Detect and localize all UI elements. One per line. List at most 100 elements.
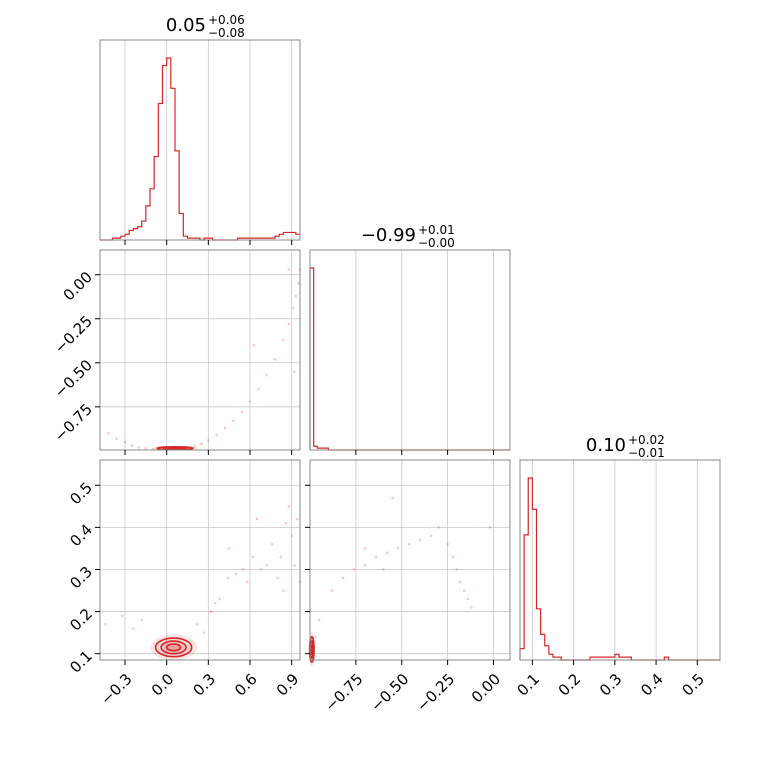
hist-1-bin <box>163 66 167 240</box>
scatter-3-1-sample-point <box>234 572 238 575</box>
scatter-3-1-sample-point <box>241 568 245 571</box>
scatter-2-1-sample-point <box>130 444 134 447</box>
hist-1-bin <box>283 232 287 240</box>
scatter-2-1-sample-point <box>248 400 252 403</box>
scatter-3-1-sample-point <box>218 597 221 601</box>
hist-1-bin <box>292 232 296 240</box>
scatter-3-1-y-tick-label: 0.2 <box>66 605 96 635</box>
hist-1-bin <box>150 189 154 240</box>
scatter-3-1-sample-point <box>293 563 296 567</box>
scatter-2-1-sample-point <box>252 343 256 347</box>
hist-1-bin <box>133 229 137 240</box>
scatter-2-1-sample-point <box>297 282 300 285</box>
hist-3-x-tick-label: 0.4 <box>637 670 667 700</box>
hist-1-bin <box>179 213 183 240</box>
hist-3-title: 0.10 +0.02−0.01 <box>586 433 665 460</box>
scatter-2-1-sample-point <box>207 439 210 442</box>
scatter-3-1-sample-point <box>276 576 280 580</box>
hist-1-bin <box>142 221 146 240</box>
hist-2-title-plus: +0.01 <box>418 223 455 237</box>
hist-1-bin <box>158 104 162 241</box>
hist-3-x-tick-label: 0.1 <box>514 670 544 700</box>
scatter-3-1-sample-point <box>279 555 282 559</box>
scatter-3-1-sample-point <box>132 627 135 630</box>
scatter-3-1-sample-point <box>251 555 255 559</box>
scatter-3-2-sample-point <box>317 618 321 622</box>
scatter-3-1-y-tick-label: 0.3 <box>66 563 96 593</box>
scatter-3-2-sample-point <box>446 542 449 546</box>
scatter-2-1-y-tick-label: −0.50 <box>51 356 96 401</box>
scatter-3-2-contour-level <box>310 644 314 655</box>
scatter-3-2-x-tick-label: −0.25 <box>413 670 458 715</box>
scatter-3-1-sample-point <box>287 505 291 508</box>
scatter-2-1-sample-point <box>287 268 291 271</box>
scatter-3-2-sample-point <box>363 563 367 567</box>
hist-2-title-median: −0.99 <box>361 225 416 246</box>
scatter-3-2-sample-point <box>391 496 394 500</box>
hist-1-bin <box>175 151 179 240</box>
hist-1-bin <box>171 88 175 240</box>
scatter-3-1-sample-point <box>104 622 107 626</box>
hist-2-title: −0.99 +0.01−0.00 <box>361 223 455 250</box>
hist-3-title-plus: +0.02 <box>628 433 665 447</box>
scatter-3-2-sample-point <box>330 589 334 592</box>
scatter-3-1-sample-point <box>227 547 231 550</box>
hist-3-step-line <box>519 477 720 661</box>
panel-frame <box>519 459 721 661</box>
hist-1-bin <box>125 234 129 240</box>
scatter-3-1-sample-point <box>255 517 259 521</box>
scatter-2-1-sample-point <box>287 322 291 326</box>
hist-1-bin <box>138 227 142 240</box>
panel-frame <box>99 39 301 241</box>
scatter-3-2-sample-point <box>451 555 455 559</box>
hist-3-bin <box>615 654 619 660</box>
hist-3-bin <box>549 654 553 660</box>
scatter-3-2-sample-point <box>314 635 317 639</box>
scatter-3-1-sample-point <box>245 580 249 584</box>
scatter-3-2-sample-point <box>455 568 459 571</box>
scatter-2-1-sample-point <box>291 306 295 310</box>
hist-3-bin <box>536 609 540 660</box>
scatter-3-1-sample-point <box>284 521 288 525</box>
scatter-3-2-x-tick-label: 0.00 <box>468 670 504 706</box>
scatter-3-2-sample-point <box>382 568 385 571</box>
hist-3-x-tick-label: 0.3 <box>596 670 626 700</box>
hist-1-bin <box>154 157 158 240</box>
scatter-2-1-sample-point <box>215 433 218 437</box>
scatter-3-2-sample-point <box>385 551 389 554</box>
scatter-3-1-contour-level <box>165 643 182 652</box>
panel-frame <box>99 249 301 451</box>
scatter-3-2-sample-point <box>429 534 433 538</box>
scatter-3-2-sample-point <box>459 580 462 584</box>
scatter-2-1-sample-point <box>115 437 118 440</box>
scatter-3-2-x-tick-label: −0.75 <box>321 670 366 715</box>
scatter-3-1-x-tick-label: −0.3 <box>97 670 135 708</box>
scatter-2-1-sample-point <box>200 442 203 446</box>
panel-frame <box>309 459 511 661</box>
scatter-3-1-sample-point <box>195 622 199 626</box>
scatter-3-1-sample-point <box>226 576 230 580</box>
scatter-3-2-sample-point <box>488 526 492 529</box>
hist-2-title-minus: −0.00 <box>418 236 455 250</box>
hist-3-bin <box>541 634 545 660</box>
hist-1-title-median: 0.05 <box>166 15 206 36</box>
scatter-3-2-sample-point <box>407 542 411 546</box>
hist-1-title-plus: +0.06 <box>208 13 245 27</box>
scatter-2-1-sample-point <box>265 373 268 377</box>
scatter-3-1-sample-point <box>140 618 143 622</box>
scatter-3-2-sample-point <box>352 568 356 571</box>
scatter-3-1-x-tick-label: 0.3 <box>189 670 219 700</box>
hist-3-x-tick-label: 0.2 <box>555 670 585 700</box>
scatter-3-1-sample-point <box>209 610 213 613</box>
hist-3-bin <box>532 509 536 660</box>
scatter-2-1-sample-point <box>223 426 227 430</box>
scatter-2-1-sample-point <box>282 338 285 342</box>
scatter-3-2-sample-point <box>418 538 422 542</box>
scatter-3-2-sample-point <box>374 555 378 559</box>
scatter-2-1-sample-point <box>137 446 141 449</box>
scatter-2-1-sample-point <box>293 370 296 373</box>
panel-frame <box>99 459 301 661</box>
hist-1-bin <box>279 234 283 240</box>
scatter-3-1-sample-point <box>259 568 263 571</box>
